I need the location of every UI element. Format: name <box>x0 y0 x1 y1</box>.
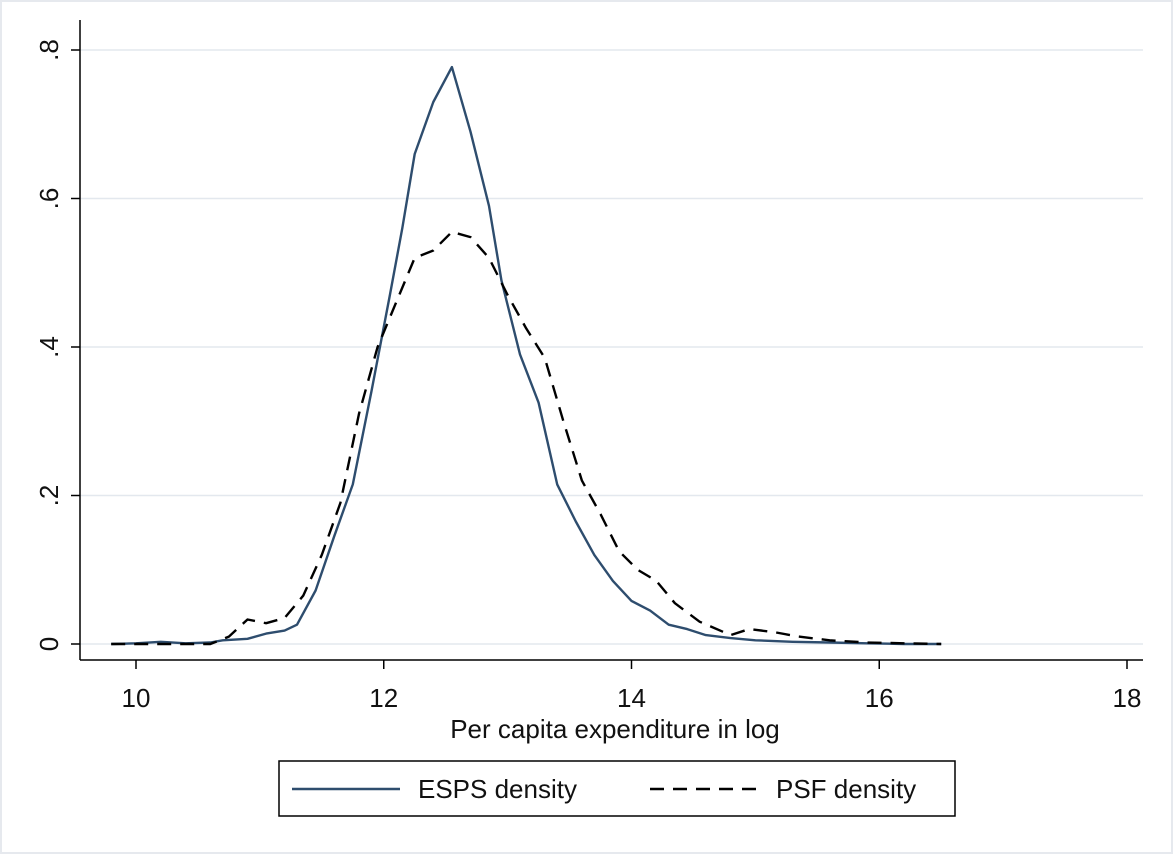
y-tick-label-1: .2 <box>34 485 64 507</box>
y-tick-label-2: .4 <box>34 336 64 358</box>
series-line-esps <box>111 65 942 646</box>
axes-layer: 0 .2 .4 .6 .8 10 12 14 16 18 <box>34 20 1143 713</box>
grid-layer <box>80 49 1143 645</box>
y-tick-label-0: 0 <box>34 637 64 651</box>
x-tick-label-0: 10 <box>122 683 151 713</box>
legend-label-psf: PSF density <box>776 774 916 804</box>
x-tick-label-1: 12 <box>369 683 398 713</box>
x-axis-title: Per capita expenditure in log <box>450 714 780 744</box>
y-tick-label-4: .8 <box>34 39 64 61</box>
legend-label-esps: ESPS density <box>418 774 577 804</box>
x-tick-label-3: 16 <box>865 683 894 713</box>
legend: ESPS density PSF density <box>278 760 956 817</box>
series-line-psf <box>111 230 942 646</box>
x-tick-label-4: 18 <box>1113 683 1142 713</box>
y-tick-label-3: .6 <box>34 188 64 210</box>
x-tick-label-2: 14 <box>617 683 646 713</box>
series-layer <box>111 65 942 646</box>
